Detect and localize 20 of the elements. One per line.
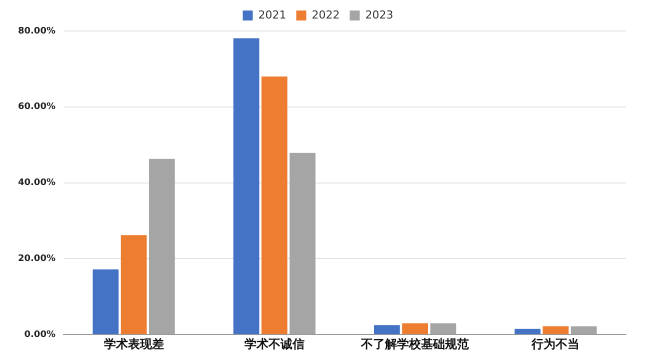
bar (514, 328, 540, 334)
y-tick-label: 20.00% (18, 254, 56, 264)
y-tick-label: 60.00% (18, 102, 56, 112)
bar (542, 326, 569, 334)
y-tick-label: 40.00% (18, 178, 56, 188)
legend-label: 2021 (258, 8, 286, 22)
bar (233, 38, 260, 334)
y-tick-label: 0.00% (24, 330, 56, 340)
x-tick-label: 不了解学校基础规范 (360, 336, 470, 351)
x-tick-label: 学术不诚信 (244, 336, 304, 351)
bar (92, 269, 119, 334)
bar (261, 76, 288, 334)
legend-label: 2022 (312, 8, 340, 22)
legend-label: 2023 (365, 8, 394, 22)
bar (374, 325, 400, 334)
x-tick-label: 行为不当 (530, 336, 580, 351)
y-tick-label: 80.00% (18, 26, 56, 36)
bar (402, 323, 428, 334)
bar (120, 235, 147, 334)
x-tick-label: 学术表现差 (104, 336, 164, 351)
